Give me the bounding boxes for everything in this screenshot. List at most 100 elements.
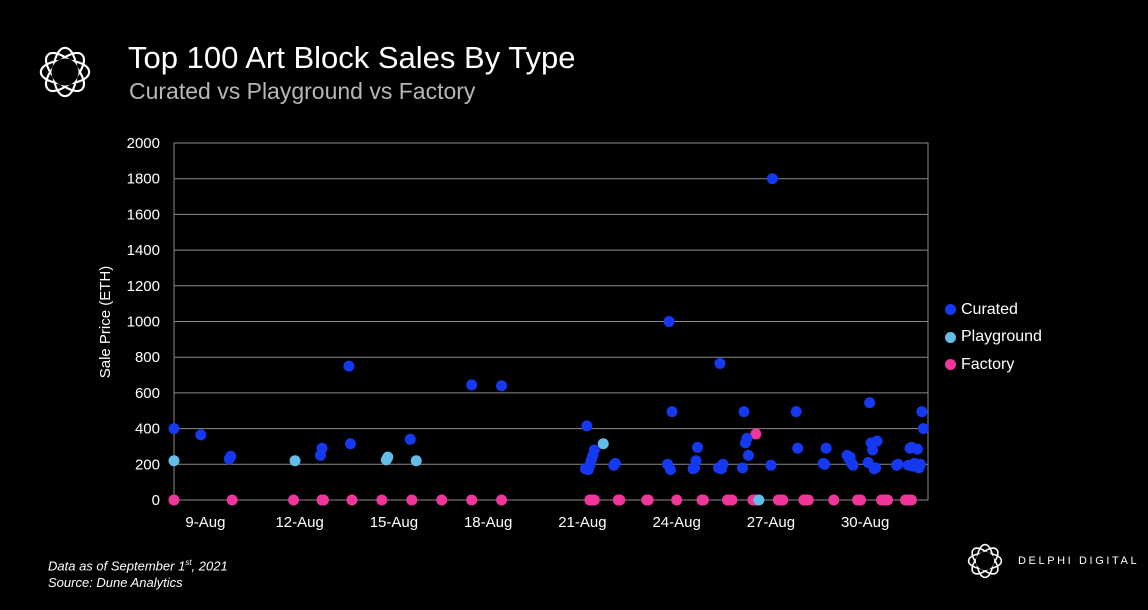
point-factory (346, 494, 358, 506)
legend-label-playground: Playground (961, 328, 1042, 346)
point-playground (597, 438, 609, 450)
point-curated (917, 423, 929, 435)
point-playground (410, 455, 422, 467)
point-curated (315, 449, 327, 461)
x-tick-label: 21-Aug (558, 514, 606, 531)
point-factory (696, 494, 708, 506)
x-tick-label: 27-Aug (747, 514, 795, 531)
point-factory (876, 494, 888, 506)
gridlines (174, 178, 928, 465)
point-curated (608, 459, 620, 471)
point-curated (404, 433, 416, 445)
point-curated (714, 357, 726, 369)
point-curated (738, 406, 750, 418)
y-tick-label: 1800 (127, 171, 160, 188)
point-factory (750, 428, 762, 440)
y-tick-label: 1400 (127, 242, 160, 259)
point-factory (436, 494, 448, 506)
y-tick-label: 200 (135, 456, 160, 473)
point-factory (612, 494, 624, 506)
point-playground (168, 455, 180, 467)
x-tick-label: 9-Aug (185, 514, 225, 531)
point-factory (772, 494, 784, 506)
point-curated (742, 449, 754, 461)
point-factory (900, 494, 912, 506)
point-curated (841, 449, 853, 461)
x-tick-label: 30-Aug (841, 514, 889, 531)
point-curated (820, 442, 832, 454)
point-curated (466, 379, 478, 391)
point-curated (344, 438, 356, 450)
y-tick-label: 600 (135, 385, 160, 402)
point-curated (865, 437, 877, 449)
point-curated (692, 441, 704, 453)
x-axis-ticks: 9-Aug 12-Aug 15-Aug 18-Aug 21-Aug 24-Aug 27-Au… (185, 514, 889, 531)
x-tick-label: 15-Aug (370, 514, 418, 531)
brand-name: DELPHI DIGITAL (1018, 555, 1140, 567)
point-factory (376, 494, 388, 506)
point-factory (641, 494, 653, 506)
point-factory (226, 494, 238, 506)
point-curated (817, 457, 829, 469)
point-curated (663, 316, 675, 327)
point-factory (316, 494, 328, 506)
point-curated (168, 423, 180, 435)
y-axis-ticks: 0 200 400 600 800 1000 1200 1400 1600 1800 2000 (127, 135, 160, 509)
legend-marker-factory (945, 359, 956, 371)
y-tick-label: 2000 (127, 135, 160, 152)
y-tick-label: 0 (152, 492, 160, 509)
point-curated (713, 462, 725, 474)
legend: Curated Playground Factory (945, 296, 1042, 379)
point-factory (466, 494, 478, 506)
point-factory (168, 494, 180, 506)
point-curated (904, 442, 916, 454)
chart-title: Top 100 Art Block Sales By Type (128, 40, 576, 75)
x-tick-label: 12-Aug (275, 514, 323, 531)
point-curated (496, 380, 508, 392)
legend-label-factory: Factory (961, 355, 1015, 373)
point-factory (671, 494, 683, 506)
point-playground (289, 455, 301, 467)
point-playground (380, 454, 392, 466)
point-factory (288, 494, 300, 506)
point-curated (766, 173, 778, 185)
data-points (168, 173, 929, 506)
point-curated (223, 453, 235, 465)
legend-item-playground: Playground (945, 324, 1042, 352)
legend-marker-playground (945, 331, 956, 343)
point-curated (687, 463, 699, 475)
y-tick-label: 1600 (127, 206, 160, 223)
point-curated (862, 457, 874, 469)
legend-item-curated: Curated (945, 296, 1042, 324)
footnote: Data as of September 1st, 2021 Source: D… (48, 554, 228, 591)
data-date-note: Data as of September 1st, 2021 (48, 558, 228, 574)
point-curated (343, 360, 355, 372)
point-curated (666, 406, 678, 418)
point-factory (852, 494, 864, 506)
point-curated (195, 429, 207, 441)
point-curated (662, 458, 674, 470)
y-tick-label: 1000 (127, 314, 160, 331)
x-tick-label: 18-Aug (464, 514, 512, 531)
delphi-flower-logo-icon (39, 46, 91, 98)
y-tick-label: 1200 (127, 278, 160, 295)
legend-item-factory: Factory (945, 351, 1042, 379)
point-factory (721, 494, 733, 506)
point-factory (584, 494, 596, 506)
point-factory (798, 494, 810, 506)
point-curated (739, 437, 751, 449)
point-curated (736, 462, 748, 474)
x-tick-label: 24-Aug (652, 514, 700, 531)
point-factory (406, 494, 418, 506)
legend-marker-curated (945, 304, 956, 316)
point-curated (790, 406, 802, 418)
y-tick-label: 400 (135, 421, 160, 438)
source-note: Source: Dune Analytics (48, 575, 183, 591)
point-curated (792, 442, 804, 454)
y-axis-label: Sale Price (ETH) (97, 266, 114, 379)
point-curated (916, 406, 928, 418)
point-factory (828, 494, 840, 506)
y-tick-label: 800 (135, 349, 160, 366)
point-factory (496, 494, 508, 506)
